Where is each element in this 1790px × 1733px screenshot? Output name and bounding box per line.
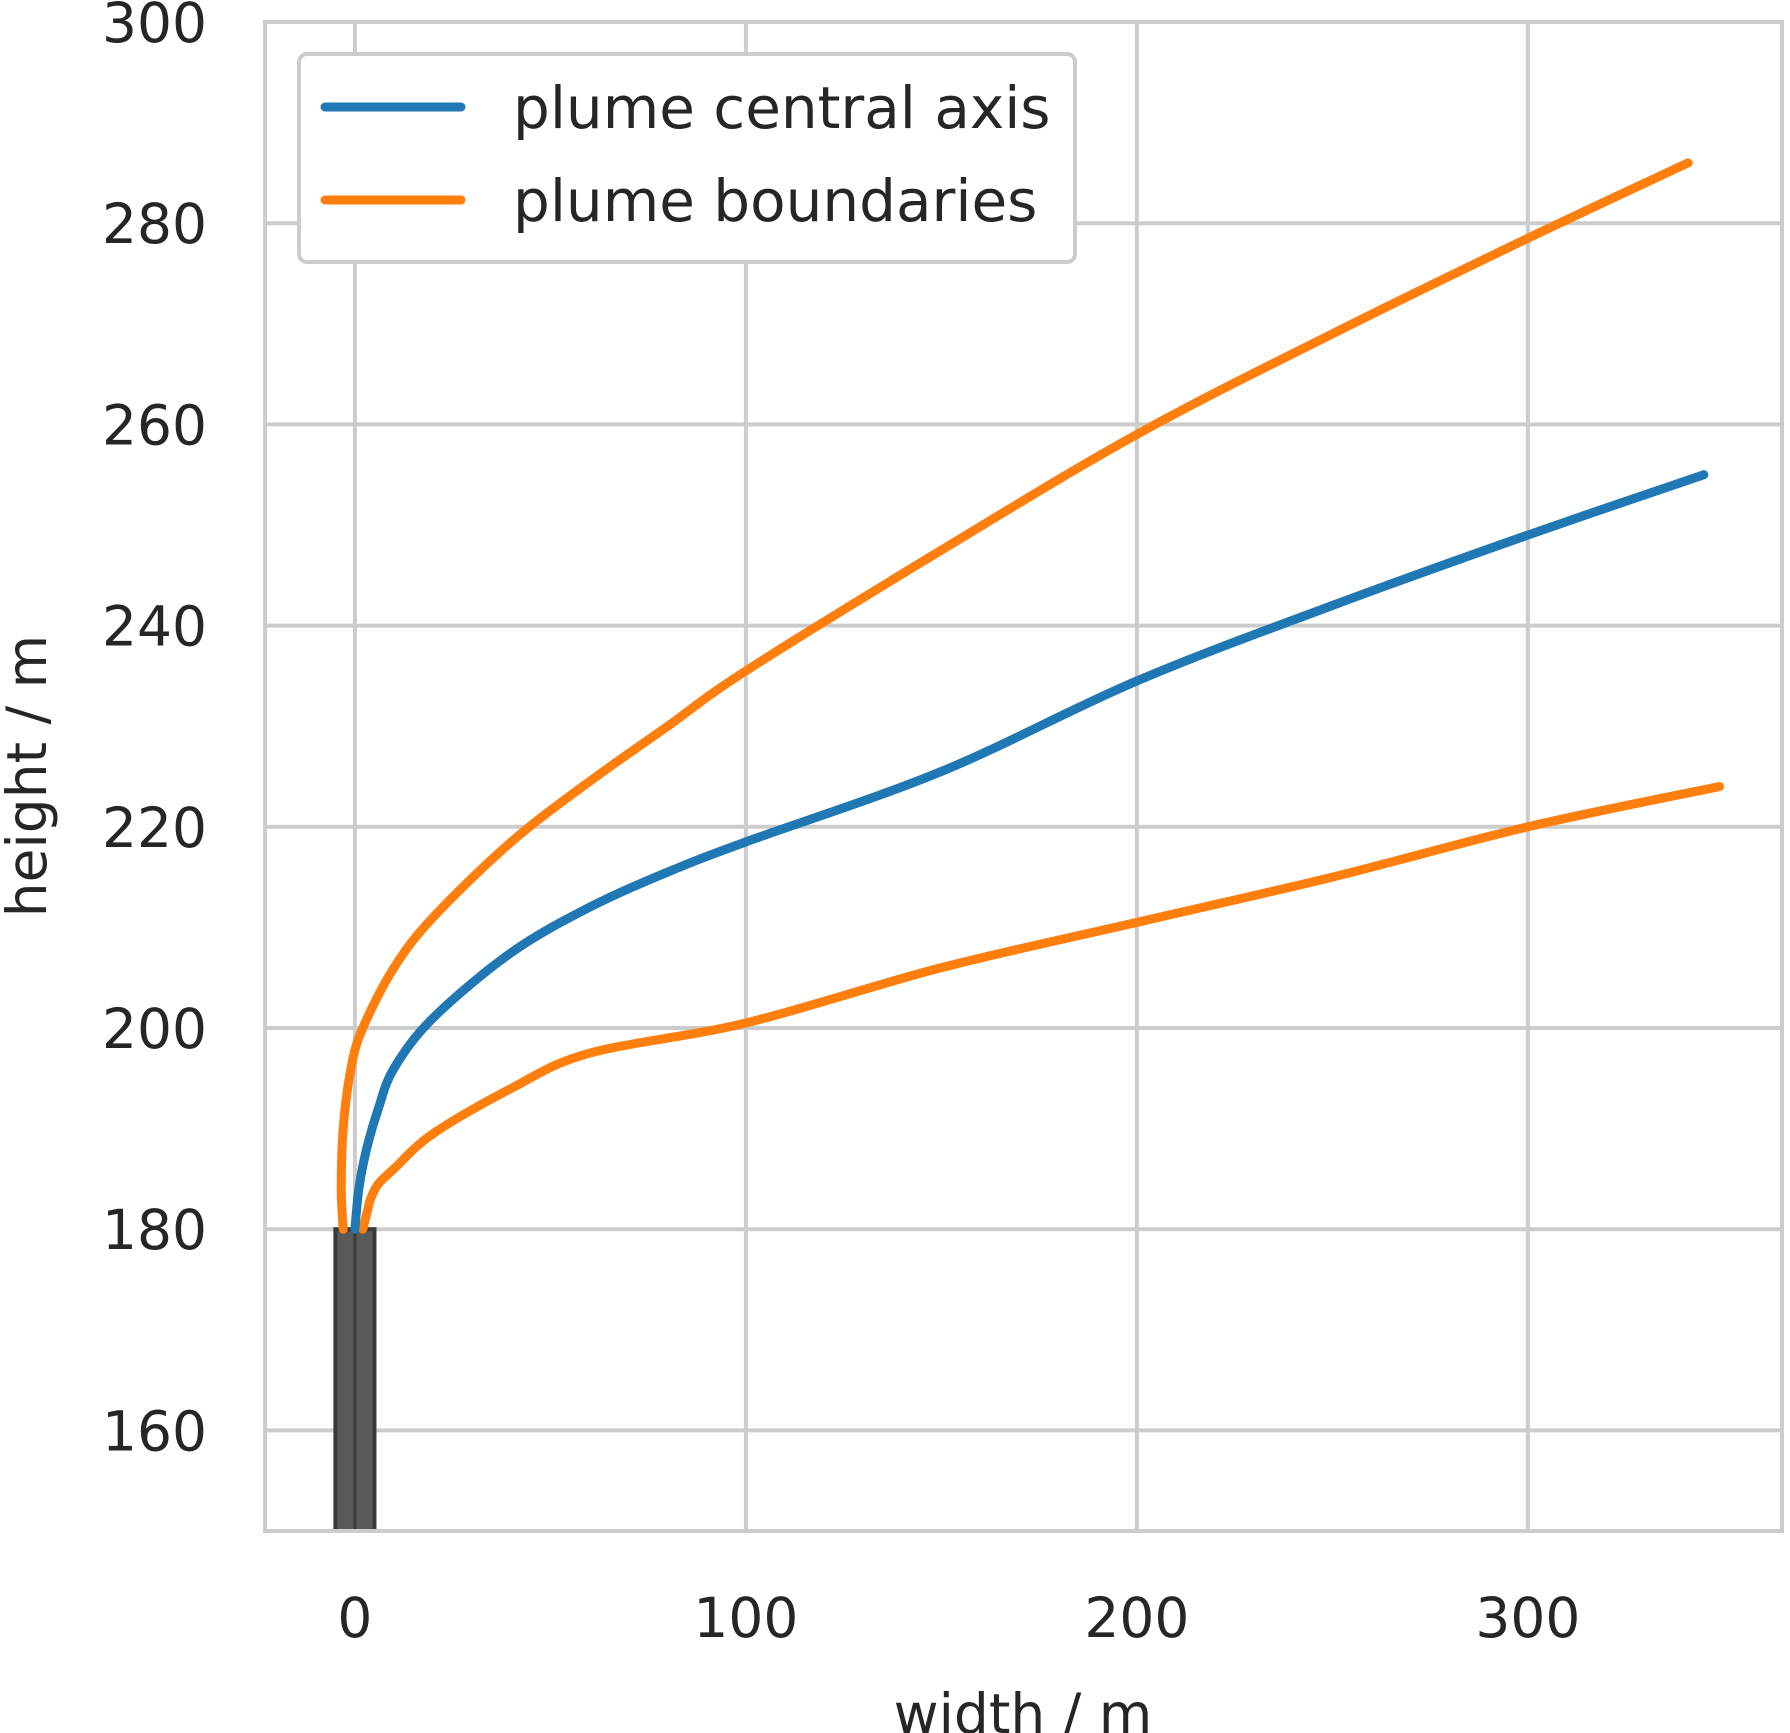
y-tick-label: 220: [102, 796, 207, 860]
x-tick-label: 200: [1084, 1586, 1189, 1650]
series-line-boundary-upper: [336, 158, 1693, 1234]
y-axis-ticks: 160 180 200 220 240 260 280 300: [102, 0, 207, 1463]
y-tick-label: 180: [102, 1198, 207, 1262]
y-tick-label: 160: [102, 1399, 207, 1463]
x-tick-label: 100: [693, 1586, 798, 1650]
y-axis-label: height / m: [0, 635, 59, 917]
legend-box: [297, 52, 1077, 264]
series-layer: [336, 158, 1724, 1234]
y-tick-label: 240: [102, 595, 207, 659]
y-tick-label: 300: [102, 0, 207, 55]
x-tick-label: 0: [337, 1586, 372, 1650]
legend-label-boundaries: plume boundaries: [513, 167, 1037, 235]
y-tick-label: 280: [102, 192, 207, 256]
legend: plume central axis plume boundaries: [297, 52, 1077, 264]
x-axis-ticks: 0 100 200 300: [337, 1586, 1580, 1650]
plot-frame: [263, 20, 1784, 1533]
series-line-boundary-lower: [358, 782, 1724, 1234]
stack-layer: [333, 1227, 377, 1533]
x-axis-label: width / m: [894, 1682, 1153, 1733]
x-tick-label: 300: [1475, 1586, 1580, 1650]
legend-label-central-axis: plume central axis: [513, 74, 1051, 142]
series-line-central-axis: [350, 470, 1709, 1234]
y-tick-label: 260: [102, 393, 207, 457]
y-tick-label: 200: [102, 997, 207, 1061]
